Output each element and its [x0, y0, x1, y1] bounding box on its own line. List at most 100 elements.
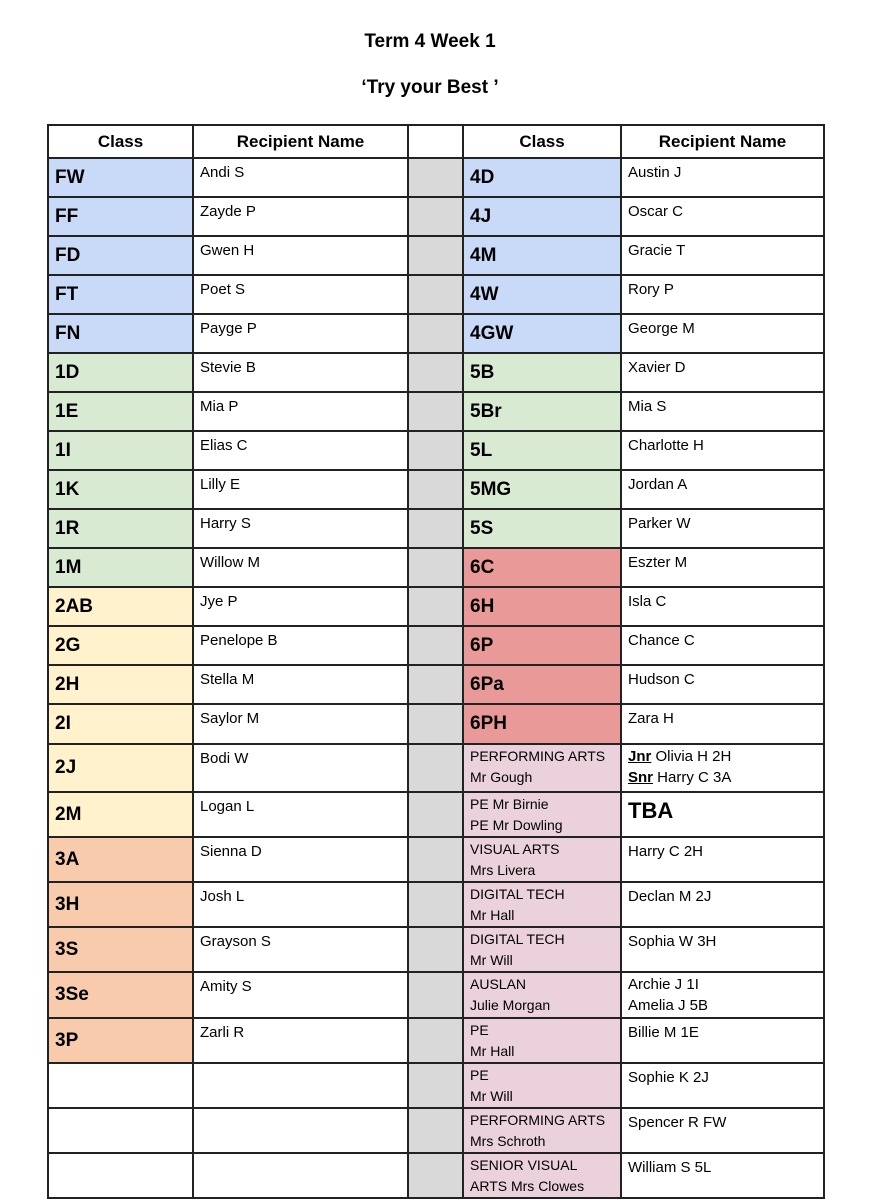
recipient-cell: Billie M 1E — [620, 1017, 825, 1064]
page-subtitle: ‘Try your Best ’ — [361, 77, 499, 98]
class-cell: FN — [47, 313, 194, 354]
specialist-cell: PE Mr Hall — [462, 1017, 622, 1064]
junior-label: Jnr — [628, 748, 652, 765]
recipient-cell: Gracie T — [620, 235, 825, 276]
specialist-line: Mr Hall — [470, 907, 515, 923]
recipient-cell: Harry S — [192, 508, 409, 549]
gap-cell — [407, 625, 464, 666]
class-cell: FF — [47, 196, 194, 237]
table-row: 3H Josh L DIGITAL TECH Mr Hall Declan M 2J — [47, 881, 825, 928]
class-cell: 2H — [47, 664, 194, 705]
recipient-cell: Josh L — [192, 881, 409, 928]
recipient-cell: Sophia W 3H — [620, 926, 825, 973]
class-cell: FD — [47, 235, 194, 276]
recipient-cell: Isla C — [620, 586, 825, 627]
specialist-line: PE Mr Dowling — [470, 817, 563, 833]
class-cell: 2G — [47, 625, 194, 666]
specialist-cell: SENIOR VISUAL ARTS Mrs Clowes — [462, 1152, 622, 1199]
recipient-cell: Saylor M — [192, 703, 409, 745]
table-row: 3Se Amity S AUSLAN Julie Morgan Archie J 1I A… — [47, 971, 825, 1019]
recipient-cell: Payge P — [192, 313, 409, 354]
recipient-cell: Charlotte H — [620, 430, 825, 471]
table-row: 2I Saylor M 6PH Zara H — [47, 703, 825, 745]
empty-cell — [192, 1107, 409, 1154]
recipient-cell: Jnr Olivia H 2H Snr Harry C 3A — [620, 743, 825, 793]
gap-cell — [407, 313, 464, 354]
specialist-cell: PE Mr Will — [462, 1062, 622, 1109]
recipient-cell: Poet S — [192, 274, 409, 315]
class-cell: 6C — [462, 547, 622, 588]
recipient-cell: TBA — [620, 791, 825, 838]
table-row: 1I Elias C 5L Charlotte H — [47, 430, 825, 471]
recipient-cell: Lilly E — [192, 469, 409, 510]
gap-cell — [407, 1062, 464, 1109]
class-cell: 2AB — [47, 586, 194, 627]
table-row: 2J Bodi W PERFORMING ARTS Mr Gough Jnr Olivi… — [47, 743, 825, 793]
recipient-cell: Zarli R — [192, 1017, 409, 1064]
specialist-cell: AUSLAN Julie Morgan — [462, 971, 622, 1019]
recipient-cell: Parker W — [620, 508, 825, 549]
class-cell: 3S — [47, 926, 194, 973]
recipient-cell: Oscar C — [620, 196, 825, 237]
recipient-cell: Mia S — [620, 391, 825, 432]
specialist-line: PE — [470, 1022, 489, 1038]
empty-cell — [192, 1062, 409, 1109]
recipient-name: Amelia J 5B — [628, 997, 709, 1014]
gap-cell — [407, 703, 464, 745]
table-row: 2G Penelope B 6P Chance C — [47, 625, 825, 666]
empty-cell — [47, 1062, 194, 1109]
gap-cell — [407, 547, 464, 588]
recipient-cell: William S 5L — [620, 1152, 825, 1199]
specialist-cell: DIGITAL TECH Mr Hall — [462, 881, 622, 928]
specialist-line: Julie Morgan — [470, 997, 551, 1013]
recipient-cell: George M — [620, 313, 825, 354]
specialist-line: AUSLAN — [470, 976, 527, 992]
class-cell: 5L — [462, 430, 622, 471]
table-row: FW Andi S 4D Austin J — [47, 157, 825, 198]
recipient-cell: Logan L — [192, 791, 409, 838]
table-row: 2M Logan L PE Mr Birnie PE Mr Dowling TBA — [47, 791, 825, 838]
recipient-cell: Zara H — [620, 703, 825, 745]
table-row: 1E Mia P 5Br Mia S — [47, 391, 825, 432]
table-row: FD Gwen H 4M Gracie T — [47, 235, 825, 276]
recipient-cell: Declan M 2J — [620, 881, 825, 928]
gap-cell — [407, 881, 464, 928]
specialist-cell: DIGITAL TECH Mr Will — [462, 926, 622, 973]
class-cell: 2J — [47, 743, 194, 793]
class-header: Class — [47, 124, 194, 159]
page-title: Term 4 Week 1 — [364, 31, 496, 52]
gap-cell — [407, 157, 464, 198]
recipient-name: Olivia H 2H — [651, 748, 732, 765]
gap-cell — [407, 391, 464, 432]
class-cell: 5Br — [462, 391, 622, 432]
class-cell: 5MG — [462, 469, 622, 510]
class-cell: 5S — [462, 508, 622, 549]
specialist-line: PERFORMING ARTS — [470, 1112, 606, 1128]
recipient-cell: Amity S — [192, 971, 409, 1019]
class-cell: 6H — [462, 586, 622, 627]
senior-label: Snr — [628, 769, 654, 786]
awards-table: Class Recipient Name Class Recipient Nam… — [47, 124, 825, 1199]
specialist-line: PE Mr Birnie — [470, 796, 549, 812]
recipient-cell: Spencer R FW — [620, 1107, 825, 1154]
specialist-line: PERFORMING ARTS — [470, 748, 606, 764]
recipient-cell: Austin J — [620, 157, 825, 198]
gap-column — [407, 124, 464, 159]
class-cell: 1M — [47, 547, 194, 588]
specialist-line: Mr Will — [470, 952, 513, 968]
gap-cell — [407, 352, 464, 393]
specialist-line: SENIOR VISUAL — [470, 1157, 578, 1173]
specialist-line: PE — [470, 1067, 489, 1083]
recipient-name: Harry C 3A — [653, 769, 732, 786]
header-row: Class Recipient Name Class Recipient Nam… — [47, 124, 825, 159]
table-row: SENIOR VISUAL ARTS Mrs Clowes William S 5L — [47, 1152, 825, 1199]
class-cell: 1R — [47, 508, 194, 549]
recipient-cell: Penelope B — [192, 625, 409, 666]
empty-cell — [47, 1107, 194, 1154]
gap-cell — [407, 1152, 464, 1199]
recipient-cell: Stevie B — [192, 352, 409, 393]
class-cell: 5B — [462, 352, 622, 393]
recipient-cell: Harry C 2H — [620, 836, 825, 883]
class-cell: 6P — [462, 625, 622, 666]
gap-cell — [407, 971, 464, 1019]
